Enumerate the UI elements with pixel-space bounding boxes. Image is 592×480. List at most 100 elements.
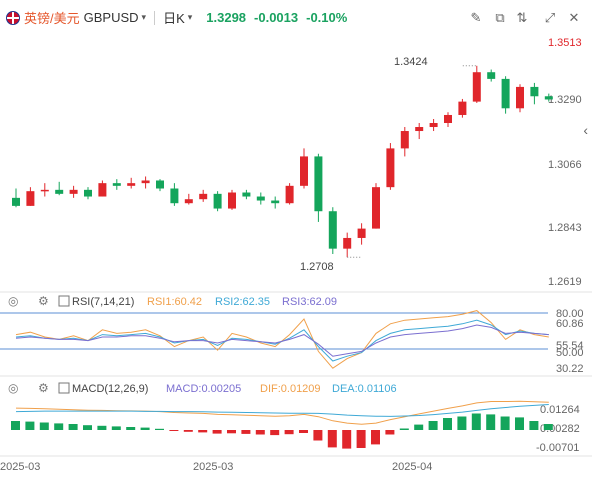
macd-hide-eye-icon[interactable]: ◎ (8, 381, 18, 395)
collapse-panel-chevron-icon[interactable]: ‹ (583, 122, 588, 138)
last-price: 1.3298 (206, 10, 247, 25)
macd-bar (471, 413, 481, 430)
macd-bar (227, 430, 236, 434)
expand-icon[interactable] (58, 295, 70, 307)
settings-gear-icon[interactable]: ⚙ (38, 294, 49, 308)
x-tick: 2025-03 (193, 461, 233, 473)
candle-body (300, 156, 308, 186)
chevron-down-icon[interactable]: ▾ (141, 12, 147, 22)
rsi-tick: 60.86 (556, 318, 584, 330)
draw-icon[interactable]: ✎ (470, 10, 482, 25)
macd-legend: ◎ ⚙ MACD(12,26,9) MACD:0.00205 DIF:0.012… (8, 381, 397, 395)
candle-body (199, 193, 208, 200)
fullscreen-icon[interactable]: ⤢ (544, 10, 556, 25)
close-icon[interactable]: ✕ (568, 10, 580, 25)
candle-body (98, 183, 107, 197)
gbp-flag-icon (6, 10, 20, 25)
candle-body (357, 228, 366, 238)
rsi-legend: ◎ ⚙ RSI(7,14,21) RSI1:60.42 RSI2:62.35 R… (8, 294, 337, 308)
macd-bar (428, 421, 438, 430)
compare-icon[interactable]: ⇅ (516, 10, 528, 25)
macd-bar (198, 430, 208, 433)
macd-bar (414, 424, 424, 430)
rsi-series (15, 310, 549, 369)
timeframe-chevron-down-icon[interactable]: ▾ (187, 12, 193, 22)
macd-tick: -0.00701 (536, 442, 579, 454)
macd-bar (126, 427, 136, 430)
candle-body (544, 96, 553, 100)
candle-body (84, 189, 92, 197)
rsi2-value: RSI2:62.35 (215, 296, 270, 308)
macd-expand-icon[interactable] (58, 382, 70, 394)
macd-bar (155, 428, 164, 430)
macd-bar (356, 430, 366, 448)
macd-bar (299, 430, 308, 433)
candle-body (256, 196, 265, 201)
candle-body (314, 156, 323, 212)
candle-body (328, 211, 337, 249)
candle-body (400, 131, 409, 149)
candle-body (112, 183, 121, 186)
candle-body (184, 199, 193, 204)
macd-bar (313, 430, 323, 441)
macd-bar (140, 427, 150, 430)
candlestick-series (12, 65, 553, 258)
low-label: 1.2708 (300, 261, 334, 273)
candle-body (55, 189, 64, 194)
macd-histogram (11, 413, 553, 449)
macd-bar (11, 421, 20, 430)
rsi3-line (15, 324, 549, 357)
macd-bar (399, 428, 409, 430)
macd-bar (169, 430, 179, 431)
candle-body (372, 187, 380, 229)
macd-bar (25, 421, 35, 430)
rsi3-value: RSI3:62.09 (282, 296, 337, 308)
hide-eye-icon[interactable]: ◎ (8, 294, 18, 308)
macd-bar (529, 421, 539, 430)
dea-line (15, 404, 549, 417)
dea-value: DEA:0.01106 (332, 383, 397, 395)
macd-bar (543, 424, 553, 430)
candle-body (487, 72, 496, 79)
macd-bar (111, 426, 121, 430)
macd-lines (15, 400, 549, 425)
candle-body (156, 180, 164, 189)
macd-settings-gear-icon[interactable]: ⚙ (38, 381, 49, 395)
rsi1-value: RSI1:60.42 (147, 296, 202, 308)
price-tick: 1.2619 (548, 276, 582, 288)
pair-name-cn[interactable]: 英镑/美元 (24, 11, 80, 26)
candle-body (213, 193, 222, 209)
rsi1-line (15, 310, 549, 369)
candle-body (516, 86, 524, 109)
macd-bar (486, 414, 496, 430)
macd-bar (515, 417, 524, 430)
candle-body (472, 72, 481, 102)
candle-body (127, 183, 136, 186)
price-tick: 1.2843 (548, 222, 582, 234)
candle-body (170, 188, 179, 204)
price-tick: 1.3513 (548, 37, 582, 49)
candle-body (40, 189, 49, 192)
macd-tick: 0.01264 (540, 404, 580, 416)
timeframe-selector[interactable]: 日K (163, 11, 185, 26)
candle-body (242, 192, 251, 197)
macd-bar (255, 430, 265, 435)
candle-body (415, 127, 424, 132)
macd-title: MACD(12,26,9) (72, 383, 148, 395)
x-tick: 2025-04 (392, 461, 432, 473)
macd-value: MACD:0.00205 (166, 383, 241, 395)
candle-body (12, 197, 20, 206)
macd-bar (212, 430, 222, 434)
candle-body (285, 185, 294, 204)
macd-bar (68, 424, 78, 430)
indicator-icon[interactable]: ⧉ (495, 10, 505, 25)
candle-body (386, 148, 395, 188)
macd-bar (97, 425, 107, 430)
macd-bar (270, 430, 280, 436)
candle-body (501, 78, 510, 109)
macd-bar (457, 416, 467, 430)
macd-bar (241, 430, 251, 434)
candle-body (26, 191, 35, 206)
pair-symbol[interactable]: GBPUSD (83, 10, 139, 25)
